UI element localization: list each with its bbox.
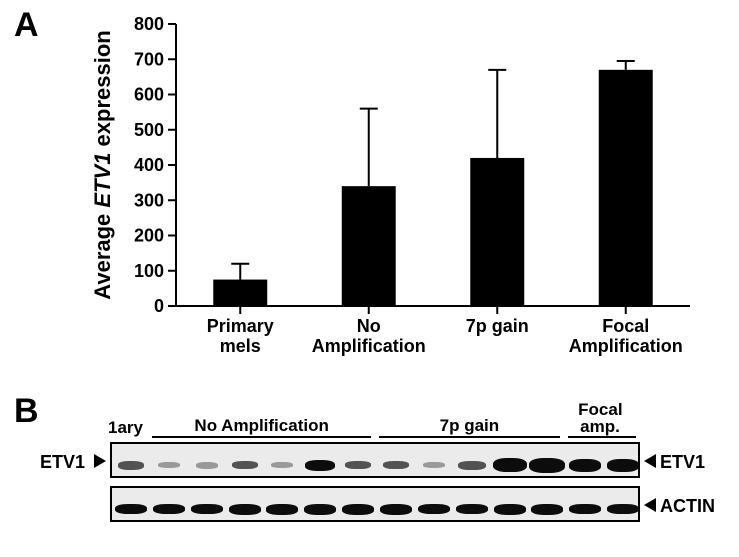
svg-text:Focal: Focal — [602, 316, 649, 336]
blot-band — [158, 462, 180, 468]
arrow-right-icon — [94, 454, 106, 468]
blot-band — [232, 461, 258, 469]
arrow-left-icon — [644, 454, 656, 468]
svg-text:400: 400 — [134, 155, 164, 175]
svg-text:200: 200 — [134, 226, 164, 246]
blot-band — [493, 458, 527, 472]
svg-text:7p gain: 7p gain — [466, 316, 529, 336]
blot-group-underline — [379, 436, 560, 438]
blot-band — [569, 459, 601, 472]
svg-text:600: 600 — [134, 85, 164, 105]
blot-row-actin — [110, 486, 640, 522]
blot-band — [418, 504, 450, 514]
western-blot-panel: 1aryNo Amplification7p gainFocalamp.ETV1… — [40, 400, 725, 550]
blot-band — [607, 459, 639, 472]
blot-band — [153, 504, 185, 514]
blot-band — [494, 504, 526, 515]
svg-text:500: 500 — [134, 120, 164, 140]
blot-group-noamp: No Amplification — [194, 416, 328, 436]
blot-band — [115, 504, 147, 514]
blot-band — [191, 504, 223, 514]
blot-band — [380, 504, 412, 515]
blot-group-7pgain: 7p gain — [440, 416, 500, 436]
blot-band — [305, 460, 335, 471]
blot-band — [529, 458, 565, 473]
svg-text:Average ETV1 expression: Average ETV1 expression — [90, 30, 115, 299]
svg-text:Primary: Primary — [207, 316, 274, 336]
etv1-bar-chart: 0 100 200 300 400 500 600 700 800 Average ETV1 ex… — [90, 10, 710, 380]
svg-text:800: 800 — [134, 14, 164, 34]
arrow-left-icon — [644, 498, 656, 512]
blot-group-1ary: 1ary — [108, 418, 143, 438]
bar-chart-svg: 0 100 200 300 400 500 600 700 800 Average ETV1 ex… — [90, 10, 710, 380]
blot-band — [304, 504, 336, 515]
svg-text:0: 0 — [154, 296, 164, 316]
blot-band — [118, 461, 144, 470]
blot-left-label-etv1: ETV1 — [40, 452, 85, 473]
blot-group-focal-line2: amp. — [580, 417, 620, 437]
blot-band — [456, 504, 488, 514]
blot-group-underline — [152, 436, 371, 438]
svg-text:No: No — [357, 316, 381, 336]
blot-band — [607, 504, 639, 514]
svg-text:mels: mels — [220, 336, 261, 356]
blot-band — [196, 462, 218, 469]
panel-b-label: B — [14, 392, 39, 431]
blot-band — [345, 461, 371, 469]
blot-band — [271, 462, 293, 468]
blot-band — [266, 504, 298, 515]
blot-group-underline — [568, 436, 636, 438]
blot-band — [531, 504, 563, 515]
svg-text:300: 300 — [134, 190, 164, 210]
blot-band — [423, 462, 445, 468]
svg-text:Amplification: Amplification — [569, 336, 683, 356]
blot-band — [569, 504, 601, 514]
blot-right-label-actin: ACTIN — [660, 496, 715, 517]
blot-band — [342, 504, 374, 515]
panel-a-label: A — [14, 6, 39, 45]
blot-right-label-etv1: ETV1 — [660, 452, 705, 473]
svg-text:Amplification: Amplification — [312, 336, 426, 356]
blot-band — [229, 504, 261, 515]
blot-band — [458, 461, 486, 470]
blot-row-etv1 — [110, 442, 640, 478]
svg-text:100: 100 — [134, 261, 164, 281]
svg-text:700: 700 — [134, 49, 164, 69]
blot-band — [383, 461, 409, 469]
